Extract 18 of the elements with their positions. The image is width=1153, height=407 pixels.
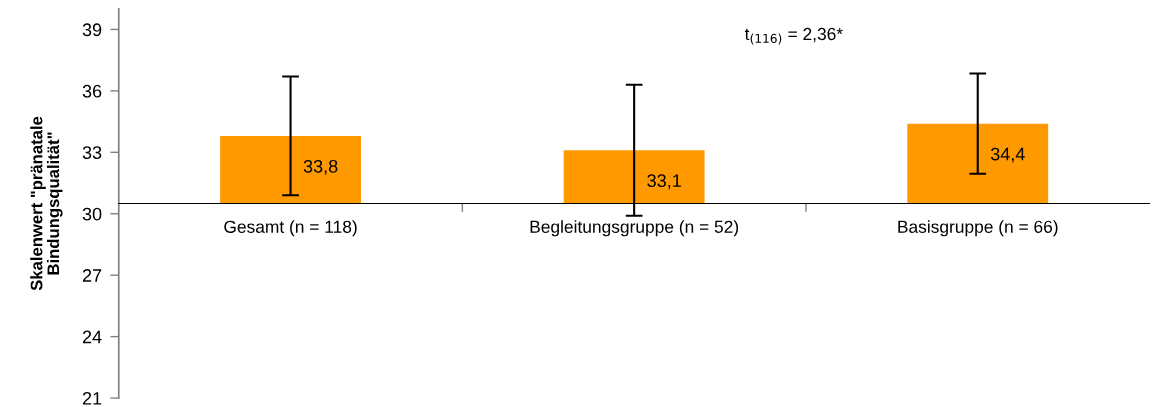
bar [220,135,361,204]
y-tick-label: 24 [82,330,102,344]
y-tick-label: 36 [82,84,102,98]
y-tick-label: 27 [82,269,102,282]
x-tick-label: Begleitungsgruppe (n = 52) [530,220,739,237]
annotation: t$_{(116)}$ = 2,36* [744,27,843,45]
y-axis-title: Skalenwert "pränatale Bindungsqualität" [30,116,63,291]
y-tick-label: 30 [82,207,102,221]
x-tick-label: Gesamt (n = 118) [224,220,357,237]
bar [563,150,705,204]
y-tick-label: 33 [82,146,102,160]
data-label: 33,1 [647,174,681,190]
y-tick-label: 21 [82,391,102,405]
y-tick-label: 39 [82,23,102,37]
bar [907,123,1049,204]
data-label: 33,8 [303,159,338,175]
data-label: 34,4 [990,147,1025,163]
x-tick-label: Basisgruppe (n = 66) [898,220,1058,237]
